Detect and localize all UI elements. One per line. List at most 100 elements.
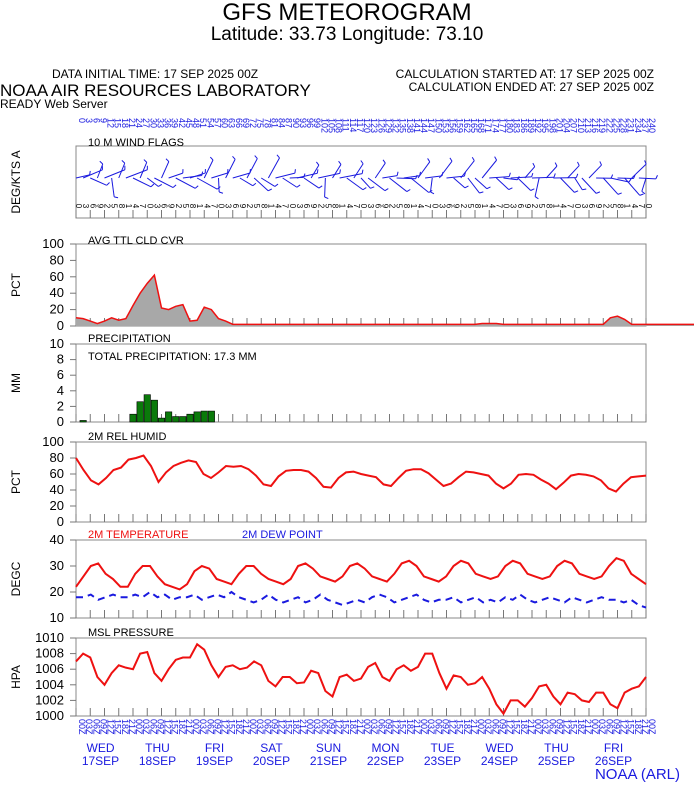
wind-speed-label: 7: [566, 204, 575, 209]
wind-barb: [189, 172, 206, 179]
wind-barb-flag: [316, 169, 319, 174]
precip-bar: [150, 399, 158, 423]
wind-speed-label: 0: [573, 204, 582, 209]
wind-barb-flag: [530, 188, 535, 191]
wind-speed-label: 3: [366, 204, 375, 209]
temp-panel-y-tick-label: 30: [50, 558, 64, 573]
cloud-panel-y-tick-label: 40: [50, 285, 64, 300]
rh-panel-y-tick-label: 0: [57, 514, 64, 529]
pressure-panel-y-tick-label: 1006: [35, 661, 64, 676]
wind-speed-label: 2: [103, 204, 112, 209]
rh-panel-frame: [75, 441, 647, 523]
wind-barb-flag: [194, 185, 199, 189]
wind-barb: [346, 177, 364, 191]
wind-barb: [403, 175, 420, 179]
hour-of-day-label: 09Z: [326, 719, 336, 735]
wind-barb: [161, 161, 170, 179]
wind-barb: [90, 177, 107, 186]
temperature-line: [75, 557, 647, 591]
wind-barb-flag: [267, 188, 272, 192]
forecast-hour-label: 111: [341, 118, 351, 132]
hour-of-day-label: 15Z: [626, 719, 636, 735]
wind-barb-flag: [232, 155, 236, 160]
page-title: GFS METEOROGRAM: [222, 0, 472, 26]
cloud-panel-y-tick-label: 20: [50, 302, 64, 317]
wind-barb: [510, 176, 532, 179]
hour-of-day-label: 15Z: [398, 719, 408, 735]
forecast-hour-label: 21: [127, 118, 137, 128]
hour-of-day-label: 00Z: [191, 719, 201, 735]
calc-started: CALCULATION STARTED AT: 17 SEP 2025 00Z: [395, 67, 654, 81]
wind-barb-flag: [575, 173, 579, 178]
wind-speed-label: 4: [487, 204, 496, 209]
forecast-hour-label: 192: [533, 118, 543, 133]
hour-of-day-label: 21Z: [412, 719, 422, 735]
forecast-hour-label: 48: [191, 118, 201, 128]
precip-bar: [79, 420, 87, 423]
wind-barb: [118, 162, 126, 179]
wind-barb: [175, 177, 196, 189]
wind-barb-flag: [219, 191, 224, 194]
wind-panel-title: 10 M WIND FLAGS: [88, 137, 184, 149]
wind-barb-flag: [406, 189, 411, 192]
wind-barb-flag: [430, 191, 435, 195]
hour-of-day-label: 03Z: [198, 719, 208, 735]
wind-barb-flag: [553, 173, 556, 178]
wind-barb-flag: [165, 158, 170, 162]
wind-speed-label: 0: [217, 204, 226, 209]
wind-barb-flag: [508, 187, 513, 191]
wind-barb-flag: [254, 155, 258, 159]
wind-speed-label: 9: [380, 204, 389, 209]
wind-barb-flag: [201, 171, 204, 176]
wind-barb: [125, 169, 148, 179]
wind-barb: [111, 177, 115, 197]
hour-of-day-label: 03Z: [84, 719, 94, 735]
wind-barb-flag: [276, 154, 280, 159]
forecast-hour-label: 237: [640, 118, 650, 133]
hour-of-day-label: 03Z: [141, 719, 151, 735]
wind-speed-label: 6: [587, 204, 596, 209]
wind-barb-flag: [486, 186, 491, 190]
wind-speed-label: 3: [81, 204, 90, 209]
wind-barb: [225, 159, 236, 179]
wind-speed-label: 5: [466, 204, 475, 209]
pressure-panel-y-tick-label: 1000: [35, 708, 64, 723]
hour-of-day-label: 21Z: [583, 719, 593, 735]
wind-barb-flag: [641, 190, 646, 195]
rh-panel-y-tick-label: 80: [50, 450, 64, 465]
wind-speed-label: 5: [395, 204, 404, 209]
wind-barb: [496, 177, 510, 190]
wind-speed-label: 3: [437, 204, 446, 209]
hour-of-day-label: 15Z: [227, 719, 237, 735]
forecast-hour-label: 150: [433, 118, 443, 133]
wind-barb-flag: [172, 184, 177, 188]
wind-barb-flag: [427, 158, 431, 163]
wind-barb: [610, 177, 630, 183]
hour-of-day-label: 06Z: [262, 719, 272, 735]
wind-barb-flag: [574, 190, 579, 193]
wind-speed-label: 8: [544, 204, 553, 209]
wind-speed-label: 4: [416, 204, 425, 209]
wind-barb: [602, 177, 619, 195]
wind-barb: [374, 162, 386, 179]
wind-speed-label: 1: [266, 204, 275, 209]
wind-speed-label: 4: [630, 204, 639, 209]
date-label: 23SEP: [424, 754, 461, 768]
wind-barb: [531, 176, 555, 179]
pressure-panel-title: MSL PRESSURE: [88, 627, 174, 639]
hour-of-day-label: 21Z: [469, 719, 479, 735]
hour-of-day-label: 00Z: [362, 719, 372, 735]
forecast-hour-label: 159: [455, 118, 465, 133]
wind-speed-label: 5: [537, 204, 546, 209]
wind-speed-label: 9: [523, 204, 532, 209]
wind-speed-label: 8: [259, 204, 268, 209]
forecast-hour-label: 66: [234, 118, 244, 128]
cloud-panel-title: AVG TTL CLD CVR: [88, 235, 184, 247]
credit-label: NOAA (ARL): [594, 766, 680, 783]
hour-of-day-label: 12Z: [277, 719, 287, 735]
hour-of-day-label: 00Z: [533, 719, 543, 735]
date-label: 19SEP: [196, 754, 233, 768]
forecast-hour-label: 105: [326, 118, 336, 133]
wind-barb: [132, 177, 152, 188]
